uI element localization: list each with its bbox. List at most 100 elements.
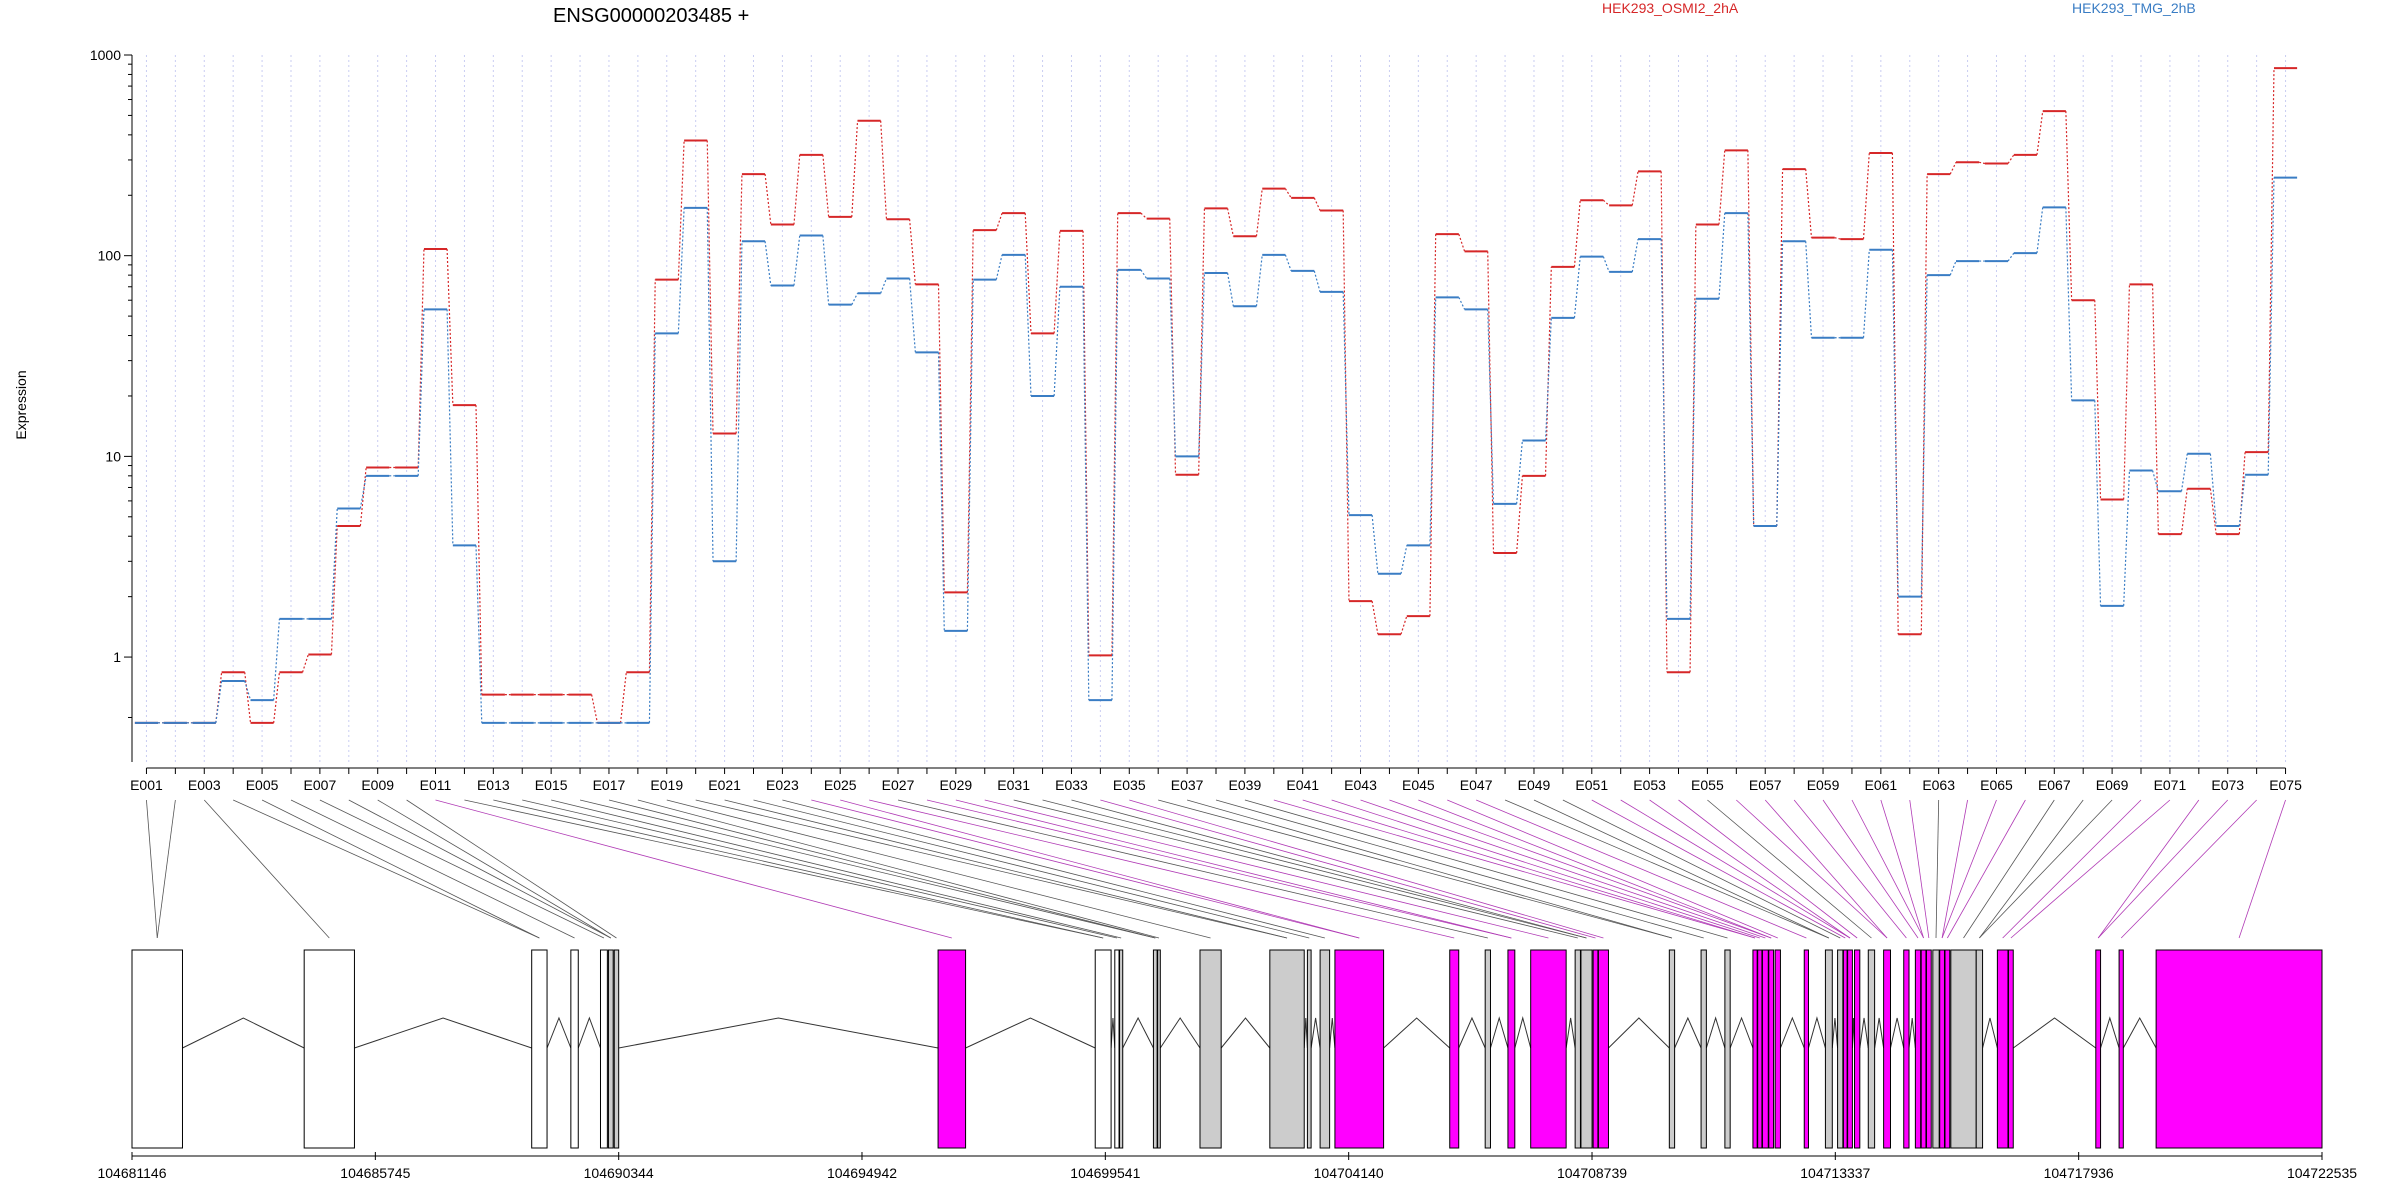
exon-block: [1854, 949, 1861, 1149]
exon-block: [1883, 949, 1891, 1149]
series-connector: [330, 525, 338, 655]
series-connector: [2267, 177, 2275, 475]
genomic-tick-label: 104690344: [584, 1165, 654, 1181]
series-connector: [1718, 213, 1726, 299]
series-connector: [1458, 297, 1466, 310]
exon-block: [1932, 949, 1940, 1149]
series-connector: [2094, 400, 2102, 606]
intron: [1831, 1017, 1839, 1049]
exon-connector: [1129, 799, 1604, 939]
series-connector: [1718, 150, 1726, 225]
series-connector: [937, 352, 945, 631]
exon-connector: [1822, 799, 1919, 939]
series-connector: [995, 254, 1003, 280]
series-connector: [1660, 239, 1668, 619]
x-tick-label: E047: [1460, 777, 1493, 793]
series-connector: [1631, 238, 1639, 273]
series-connector: [1082, 230, 1090, 656]
intron: [1329, 1017, 1336, 1049]
series-connector: [1573, 200, 1581, 267]
series-connector: [677, 140, 685, 280]
x-tick-label: E071: [2154, 777, 2187, 793]
genomic-tick-label: 104685745: [340, 1165, 410, 1181]
exon-block: [1574, 949, 1581, 1149]
exon-block: [303, 949, 355, 1149]
exon-block: [2095, 949, 2102, 1149]
series-connector: [2152, 470, 2159, 492]
series-connector: [822, 154, 830, 217]
exon-block: [1507, 949, 1516, 1149]
series-connector: [908, 278, 916, 353]
exon-connector: [522, 799, 1118, 939]
exon-connector: [348, 799, 611, 939]
intron: [1565, 1017, 1576, 1049]
series-connector: [1949, 260, 1957, 276]
x-tick-label: E003: [188, 777, 221, 793]
exon-connector: [1476, 799, 1807, 939]
series-connector: [1805, 169, 1813, 238]
series-connector: [966, 279, 974, 631]
series-connector: [966, 230, 974, 593]
intron: [577, 1016, 601, 1049]
intron: [546, 1016, 572, 1049]
exon-block: [1914, 949, 1922, 1149]
series-connector: [1776, 241, 1784, 526]
intron: [1874, 1017, 1885, 1049]
exon-connector: [1562, 799, 1841, 939]
exon-connector: [1418, 799, 1772, 939]
series-connector: [1313, 197, 1321, 211]
x-tick-label: E067: [2038, 777, 2071, 793]
exon-block: [613, 949, 620, 1149]
series-connector: [2238, 474, 2246, 527]
series-connector: [1979, 161, 1986, 165]
series-connector: [273, 672, 281, 723]
exon-block: [1592, 949, 1599, 1149]
series-connector: [2007, 154, 2015, 164]
exon-connectors: [146, 799, 2286, 939]
exon-connector: [1591, 799, 1846, 939]
series-connector: [2180, 453, 2188, 492]
series-HEK293_TMG_2hB: [134, 176, 2298, 724]
exon-connector: [2002, 799, 2142, 939]
series-connector: [851, 120, 859, 217]
exon-block: [1094, 949, 1112, 1149]
exon-block: [1920, 949, 1927, 1149]
series-connector: [301, 654, 309, 673]
x-tick-label: E031: [997, 777, 1030, 793]
exon-block: [131, 949, 183, 1149]
exon-connector: [1649, 799, 1851, 939]
exon-block: [1114, 949, 1120, 1149]
genomic-axis: 104681146 104685745 104690344 104694942 1046…: [97, 1152, 2357, 1181]
x-tick-label: E019: [650, 777, 683, 793]
exon-block: [1925, 949, 1932, 1149]
intron: [1808, 1016, 1826, 1049]
series-connector: [1024, 254, 1032, 396]
exon-block: [1944, 949, 1951, 1149]
series-connector: [1342, 291, 1350, 516]
series-connector: [1400, 545, 1408, 574]
exon-block: [1580, 949, 1593, 1149]
x-tick-label: E011: [420, 777, 452, 793]
exon-block: [1119, 949, 1124, 1149]
legend-label-series-2: HEK293_TMG_2hB: [2072, 0, 2196, 16]
exon-block: [1867, 949, 1876, 1149]
series-connector: [475, 545, 483, 723]
intron: [2100, 1016, 2120, 1049]
exon-connector: [435, 799, 952, 939]
exon-connector: [1273, 799, 1756, 939]
y-tick-label: 1: [113, 649, 121, 665]
series-connector: [1891, 249, 1899, 597]
intron: [618, 1017, 939, 1049]
x-tick-label: E051: [1575, 777, 1608, 793]
series-connector: [1660, 171, 1668, 673]
exon-block: [1842, 949, 1848, 1149]
intron: [1489, 1016, 1509, 1049]
genomic-tick-label: 104713337: [1800, 1165, 1870, 1181]
exon-block: [1199, 949, 1222, 1149]
series-connector: [1313, 270, 1321, 293]
exon-connector: [1331, 799, 1760, 939]
intron: [965, 1017, 1096, 1049]
series-connector: [1747, 150, 1755, 526]
series-connector: [619, 672, 627, 723]
exon-connector: [782, 799, 1325, 939]
